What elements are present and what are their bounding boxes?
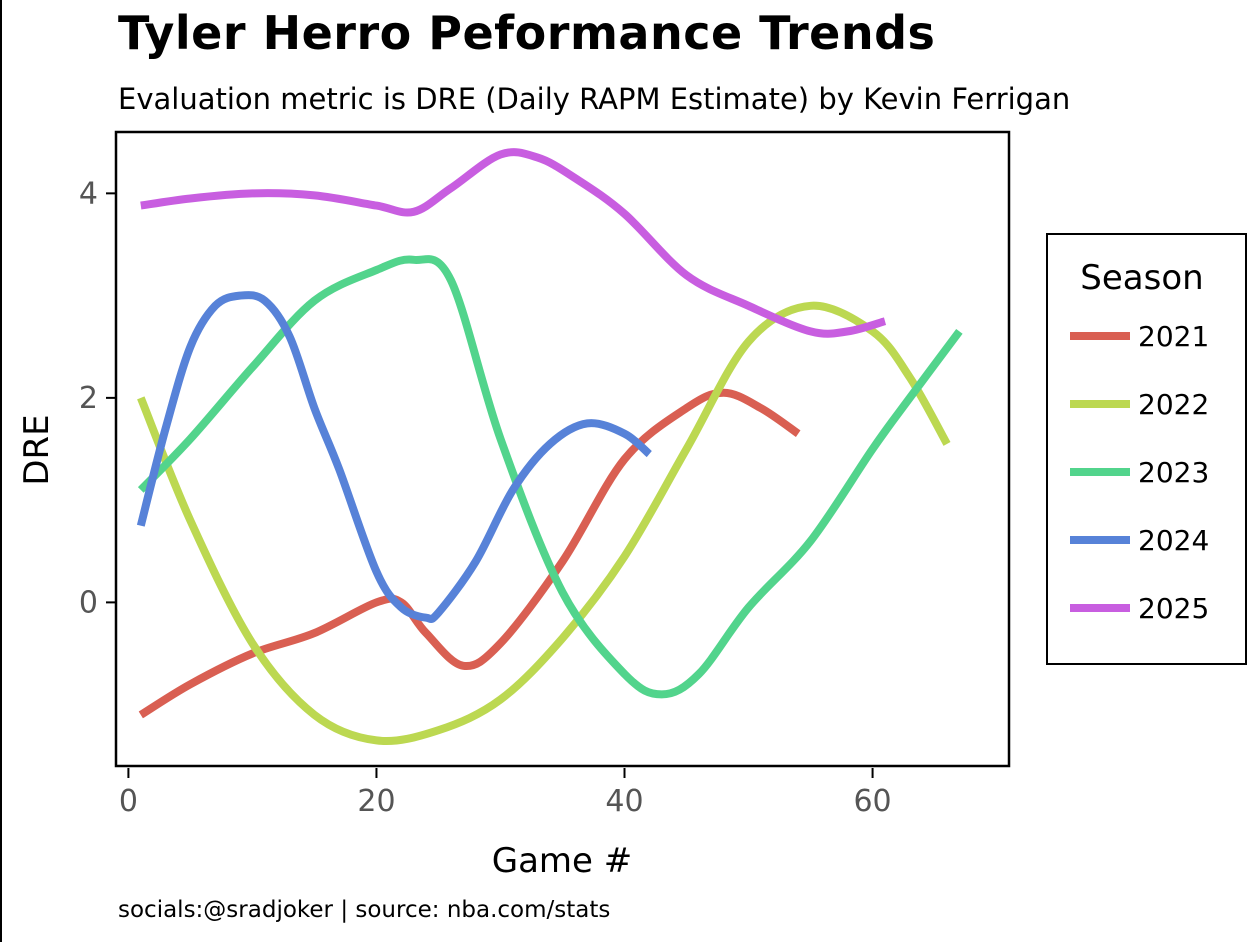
left-border bbox=[0, 0, 2, 942]
legend-label-2023: 2023 bbox=[1138, 456, 1209, 489]
series-line-2025 bbox=[140, 148, 887, 338]
y-tick-label: 0 bbox=[79, 585, 98, 620]
legend-label-2025: 2025 bbox=[1138, 592, 1209, 625]
source-caption: socials:@sradjoker | source: nba.com/sta… bbox=[118, 897, 611, 923]
series-line-2022 bbox=[137, 301, 951, 745]
chart-title: Tyler Herro Peformance Trends bbox=[118, 6, 936, 60]
series-layer bbox=[136, 148, 963, 745]
legend-label-2024: 2024 bbox=[1138, 524, 1209, 557]
legend: Season 2021 2022 2023 2024 2025 bbox=[1046, 233, 1247, 665]
legend-label-2021: 2021 bbox=[1138, 320, 1209, 353]
legend-label-2022: 2022 bbox=[1138, 388, 1209, 421]
series-line-2023 bbox=[137, 255, 963, 699]
series-line-2024 bbox=[136, 291, 652, 624]
x-tick-label: 40 bbox=[605, 784, 643, 819]
y-axis-label: DRE bbox=[17, 414, 57, 485]
y-tick-label: 2 bbox=[79, 381, 98, 416]
x-axis-label: Game # bbox=[492, 841, 633, 881]
x-tick-label: 20 bbox=[357, 784, 395, 819]
x-axis: 0 20 40 60 bbox=[119, 768, 892, 819]
x-tick-label: 0 bbox=[119, 784, 138, 819]
y-axis: 0 2 4 bbox=[79, 176, 115, 620]
series-line-2021 bbox=[138, 388, 801, 719]
x-tick-label: 60 bbox=[853, 784, 891, 819]
chart-subtitle: Evaluation metric is DRE (Daily RAPM Est… bbox=[118, 82, 1071, 116]
legend-title: Season bbox=[1080, 258, 1203, 298]
legend-frame bbox=[1046, 233, 1247, 665]
y-tick-label: 4 bbox=[79, 176, 98, 211]
